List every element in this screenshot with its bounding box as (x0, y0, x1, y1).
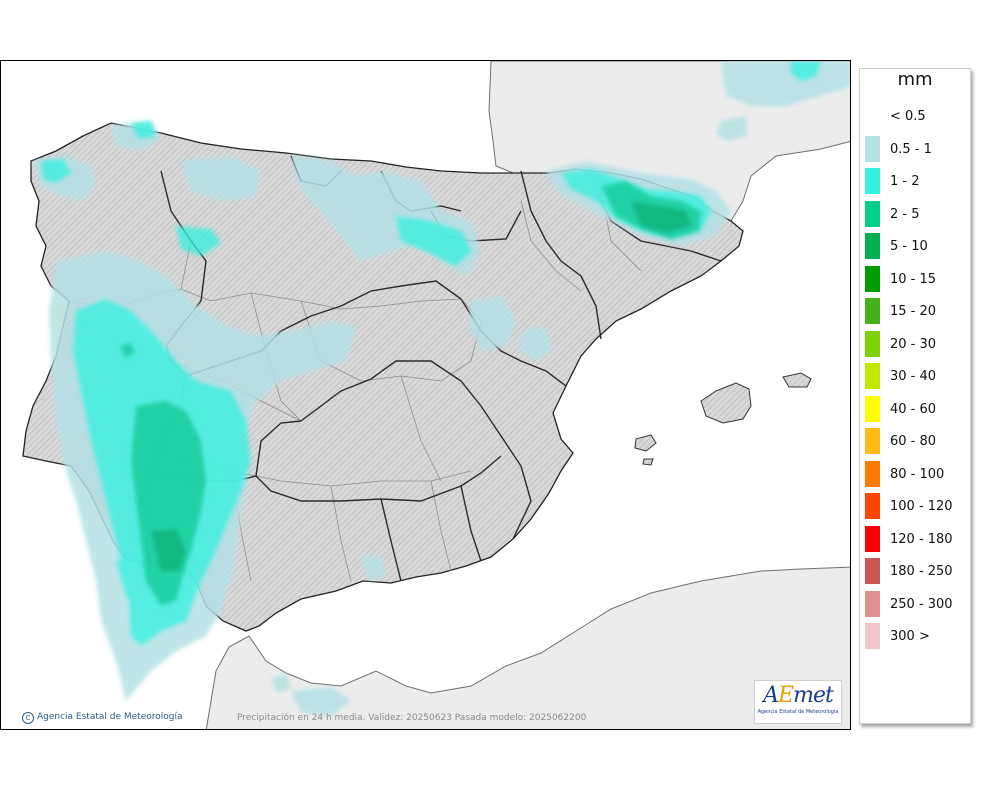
legend-swatch (865, 233, 880, 259)
logo-wordmark: AEmet (763, 683, 834, 708)
legend-row: 15 - 20 (860, 298, 970, 324)
legend-label: 180 - 250 (890, 564, 953, 579)
legend-label: 15 - 20 (890, 304, 937, 319)
legend-swatch (865, 558, 880, 584)
map-panel (0, 60, 851, 730)
legend-label: 300 > (890, 629, 930, 644)
legend-label: 40 - 60 (890, 401, 937, 417)
legend-row: 5 - 10 (860, 233, 970, 259)
legend-swatch (865, 428, 880, 454)
legend-label: 30 - 40 (890, 369, 937, 384)
legend-row: 20 - 30 (860, 330, 970, 357)
legend-label: 120 - 180 (890, 531, 953, 547)
legend-panel: mm < 0.5 0.5 - 1 1 - 2 2 - 5 5 - 10 10 - 15 15… (859, 68, 971, 724)
ibiza-land (634, 434, 657, 452)
legend-swatch (865, 135, 880, 162)
legend-row: 80 - 100 (860, 460, 970, 487)
legend-row: 180 - 250 (860, 558, 970, 584)
legend-swatch (865, 525, 880, 552)
legend-row: 1 - 2 (860, 168, 970, 194)
legend-row: 10 - 15 (860, 265, 970, 292)
precip-5-10 (151, 201, 691, 571)
legend-swatch (865, 623, 880, 649)
legend-label: < 0.5 (890, 109, 926, 124)
legend-label: 100 - 120 (890, 499, 953, 514)
legend-label: 60 - 80 (890, 434, 937, 449)
legend-swatch (865, 493, 880, 519)
legend-row: 300 > (860, 623, 970, 649)
mallorca-land (700, 382, 752, 424)
legend-label: 1 - 2 (890, 174, 920, 189)
legend-swatch (865, 330, 880, 357)
legend-swatch (865, 200, 880, 227)
legend-label: 2 - 5 (890, 206, 920, 222)
legend-swatch (865, 298, 880, 324)
legend-swatch (865, 590, 880, 617)
copyright-text: Agencia Estatal de Meteorología (37, 712, 183, 722)
legend-row: 30 - 40 (860, 363, 970, 389)
legend-swatch (865, 265, 880, 292)
legend-label: 0.5 - 1 (890, 141, 932, 157)
legend-label: 80 - 100 (890, 466, 945, 482)
legend-row: < 0.5 (860, 103, 970, 129)
legend-swatch (865, 168, 880, 194)
legend-row: 60 - 80 (860, 428, 970, 454)
africa-land (205, 566, 850, 729)
legend-swatch (865, 460, 880, 487)
legend-title: mm (897, 69, 933, 90)
legend-label: 10 - 15 (890, 271, 937, 287)
legend-swatch (865, 395, 880, 422)
aemet-logo: AEmet Agencia Estatal de Meteorología (754, 680, 842, 724)
legend-swatch (865, 363, 880, 389)
legend-row: 100 - 120 (860, 493, 970, 519)
legend-label: 250 - 300 (890, 596, 953, 612)
legend-row: 250 - 300 (860, 590, 970, 617)
legend-row: 2 - 5 (860, 200, 970, 227)
legend-row: 40 - 60 (860, 395, 970, 422)
legend-label: 5 - 10 (890, 239, 928, 254)
logo-subtitle: Agencia Estatal de Meteorología (757, 709, 839, 715)
legend-label: 20 - 30 (890, 336, 937, 352)
menorca-land (782, 372, 812, 388)
validity-caption: Precipitación en 24 h media. Validez: 20… (237, 713, 587, 723)
copyright-notice: C Agencia Estatal de Meteorología (22, 712, 183, 724)
legend-row: 120 - 180 (860, 525, 970, 552)
copyright-icon: C (22, 712, 34, 724)
precipitation-map (22, 61, 850, 729)
formentera-land (642, 458, 654, 466)
legend-row: 0.5 - 1 (860, 135, 970, 162)
